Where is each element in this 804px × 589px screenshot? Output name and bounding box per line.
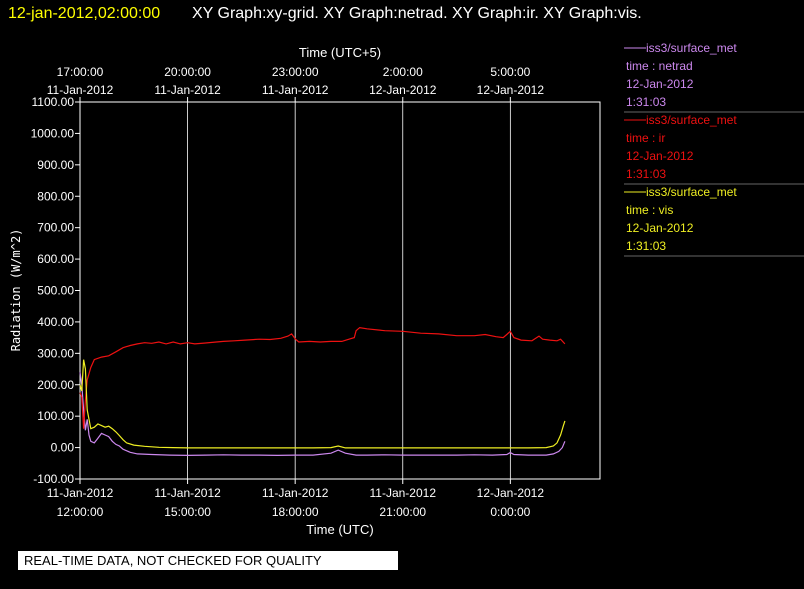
top-tick-date: 11-Jan-2012 [262, 83, 329, 97]
top-axis-ticks: 17:00:00 11-Jan-2012 20:00:00 11-Jan-2012 23… [47, 65, 545, 102]
x-tick-time: 12:00:00 [57, 505, 104, 519]
y-tick-label: 300.00 [37, 346, 74, 360]
series-line-netrad [79, 372, 566, 457]
y-tick-label: 800.00 [37, 189, 74, 203]
x-tick-date: 11-Jan-2012 [154, 486, 221, 500]
top-tick-time: 5:00:00 [490, 65, 530, 79]
x-tick-date: 11-Jan-2012 [262, 486, 329, 500]
series-line-ir [79, 326, 566, 429]
quality-note-box [18, 551, 398, 570]
grid-lines [187, 102, 511, 479]
y-tick-label: 900.00 [37, 158, 74, 172]
legend-series-name: iss3/surface_met [646, 185, 737, 199]
top-tick-date: 12-Jan-2012 [477, 83, 545, 97]
top-tick-time: 20:00:00 [164, 65, 211, 79]
top-tick-date: 11-Jan-2012 [47, 83, 114, 97]
x-tick-date: 11-Jan-2012 [370, 486, 437, 500]
y-tick-label: 600.00 [37, 252, 74, 266]
top-tick-time: 2:00:00 [383, 65, 423, 79]
banner-title: XY Graph:xy-grid. XY Graph:netrad. XY Gr… [192, 5, 642, 22]
legend-line: time : ir [626, 131, 665, 145]
banner-date: 12-jan-2012,02:00:00 [8, 5, 160, 22]
x-tick-time: 0:00:00 [490, 505, 530, 519]
top-axis-title: Time (UTC+5) [299, 45, 381, 60]
y-tick-label: 500.00 [37, 284, 74, 298]
y-tick-label: 400.00 [37, 315, 74, 329]
y-tick-label: 100.00 [37, 409, 74, 423]
y-tick-label: 1100.00 [32, 95, 75, 109]
legend-series-name: iss3/surface_met [646, 41, 737, 55]
y-tick-label: -100.00 [33, 472, 74, 486]
legend-line: 12-Jan-2012 [626, 77, 694, 91]
y-tick-label: 1000.00 [31, 126, 75, 140]
legend-series-name: iss3/surface_met [646, 113, 737, 127]
x-axis-title: Time (UTC) [306, 522, 373, 537]
legend-line: 1:31:03 [626, 95, 666, 109]
x-axis-ticks: 11-Jan-2012 12:00:00 11-Jan-2012 15:00:00 11… [47, 479, 545, 519]
legend-line: time : vis [626, 203, 673, 217]
series-line-vis [79, 359, 566, 449]
top-tick-date: 12-Jan-2012 [369, 83, 437, 97]
quality-note: REAL-TIME DATA, NOT CHECKED FOR QUALITY [24, 553, 322, 568]
legend-line: 12-Jan-2012 [626, 149, 694, 163]
top-tick-date: 11-Jan-2012 [154, 83, 221, 97]
legend-line: time : netrad [626, 59, 693, 73]
x-tick-time: 18:00:00 [272, 505, 319, 519]
y-tick-label: 700.00 [37, 221, 74, 235]
top-tick-time: 23:00:00 [272, 65, 319, 79]
top-tick-time: 17:00:00 [57, 65, 104, 79]
x-tick-time: 21:00:00 [379, 505, 426, 519]
x-tick-date: 11-Jan-2012 [47, 486, 114, 500]
y-axis-title: Radiation (W/m^2) [9, 229, 23, 352]
x-tick-time: 15:00:00 [164, 505, 211, 519]
legend-line: 1:31:03 [626, 167, 666, 181]
y-axis-ticks: -100.00 0.00 100.00 200.00 300.00 400.00 500.0… [31, 95, 80, 486]
y-tick-label: 200.00 [37, 378, 74, 392]
legend-line: 12-Jan-2012 [626, 221, 694, 235]
y-tick-label: 0.00 [51, 441, 75, 455]
legend-line: 1:31:03 [626, 239, 666, 253]
series-layer [79, 326, 566, 457]
x-tick-date: 12-Jan-2012 [477, 486, 545, 500]
